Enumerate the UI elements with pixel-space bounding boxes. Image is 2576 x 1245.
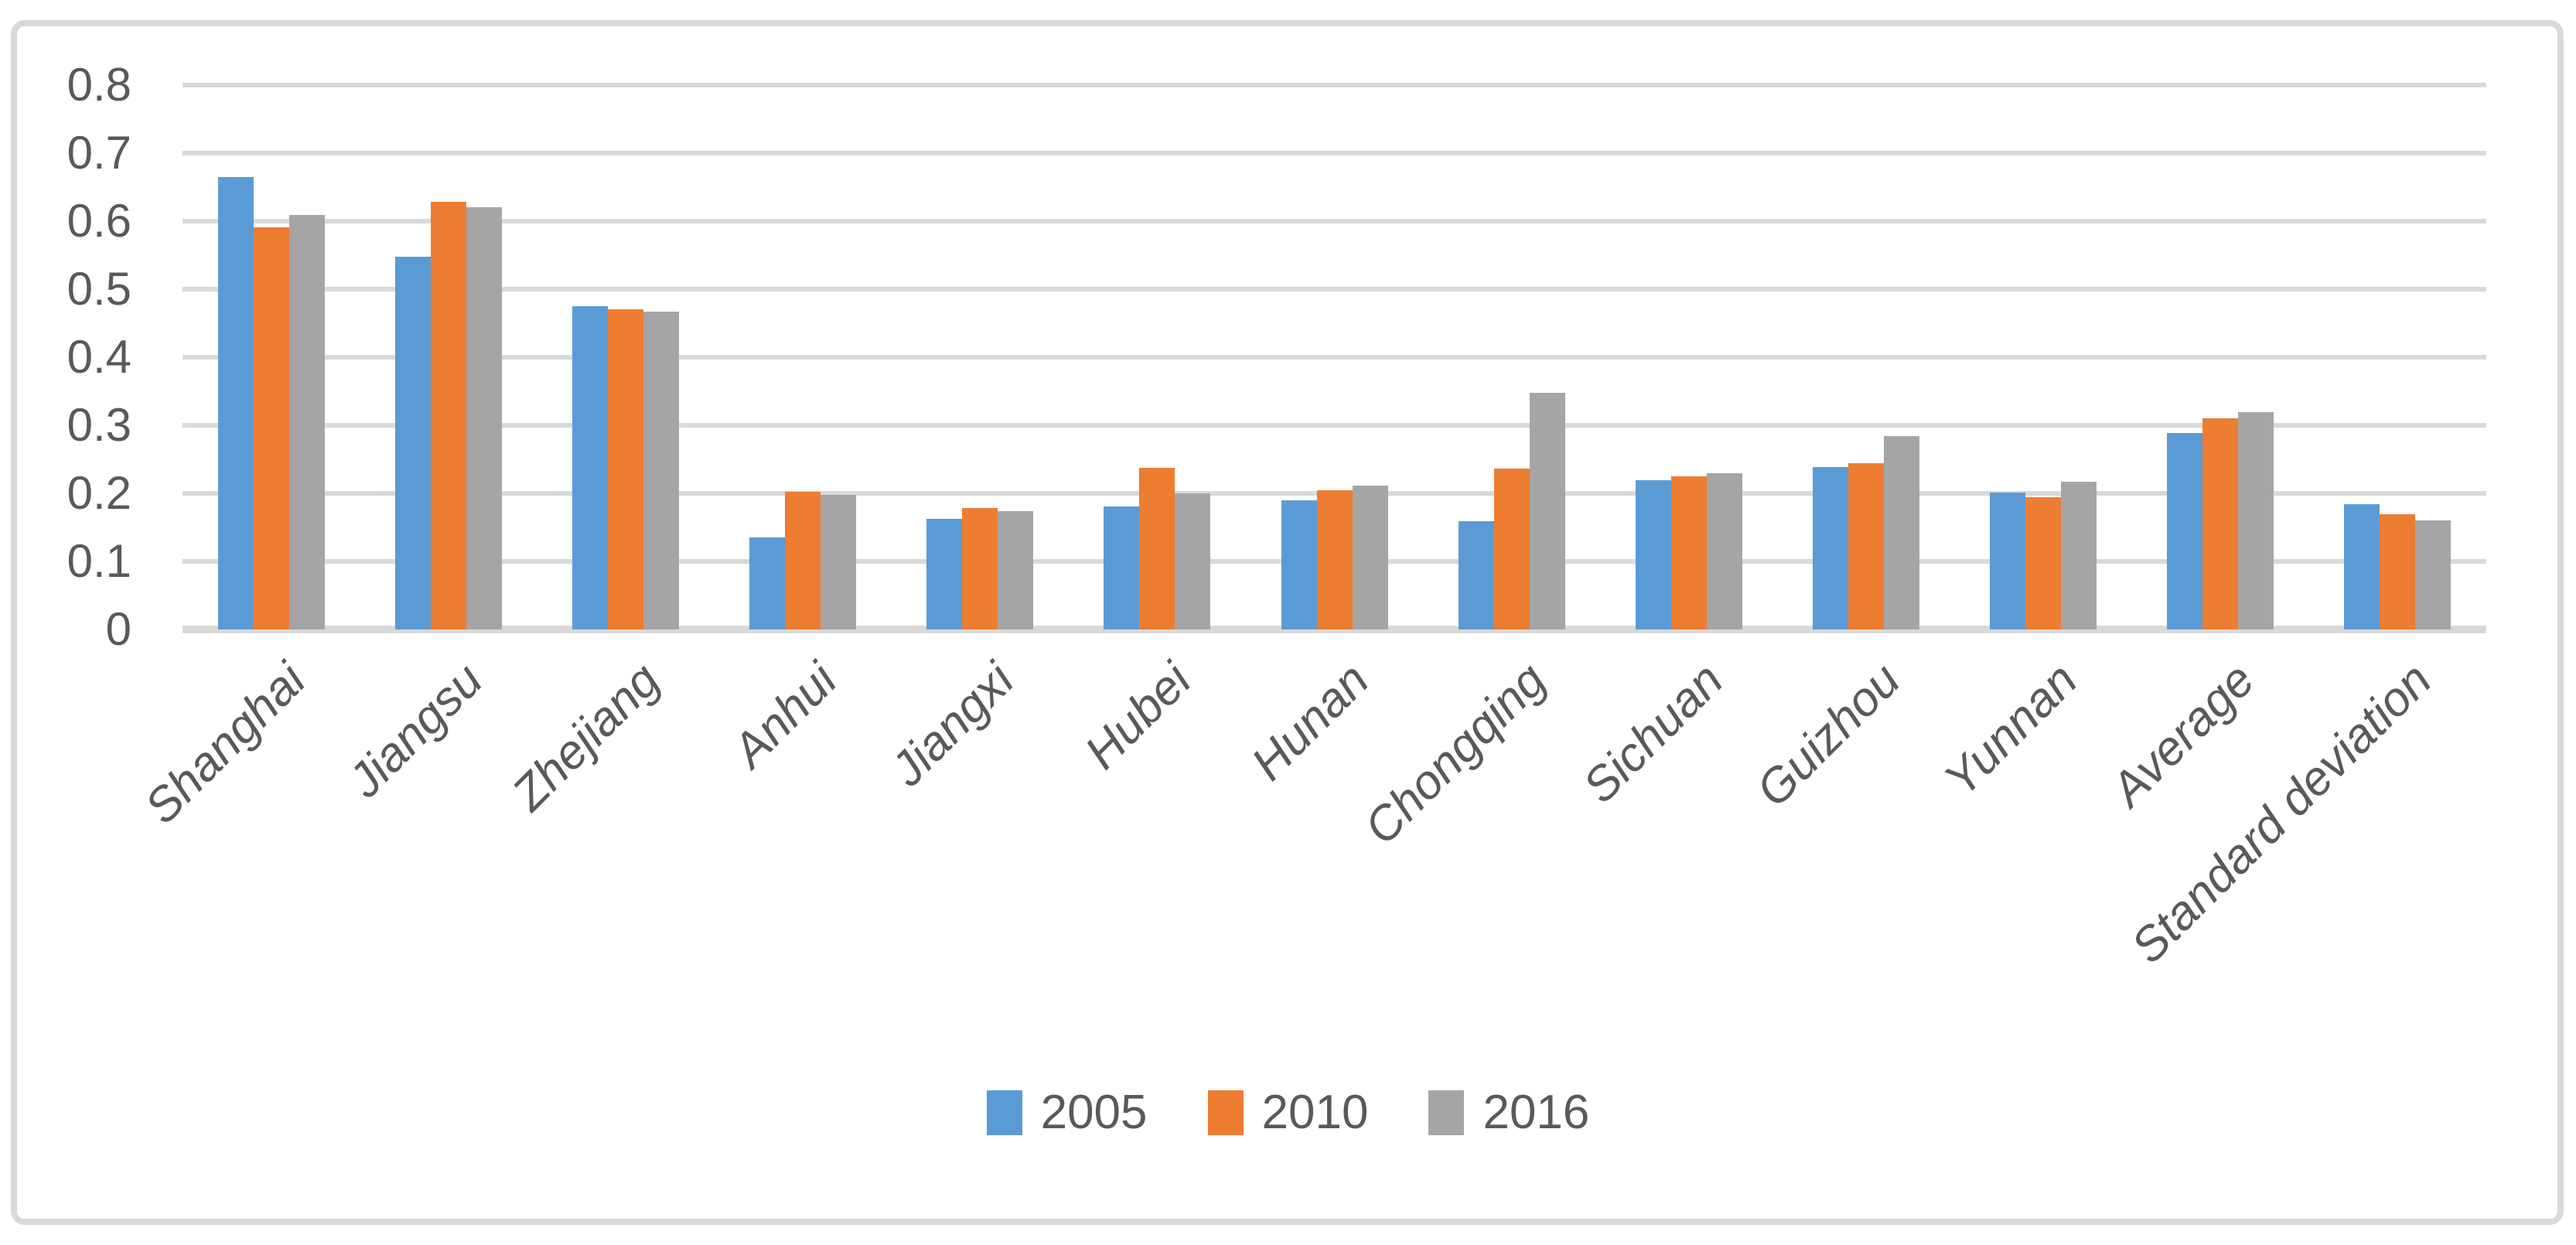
bar-2010-jiangxi [962, 508, 998, 629]
y-tick-label: 0.2 [67, 467, 131, 519]
bar-2010-guizhou [1848, 463, 1884, 629]
bar-2005-jiangxi [926, 519, 963, 629]
bar-2010-hubei [1139, 467, 1175, 629]
y-tick-label: 0.1 [67, 535, 131, 587]
y-tick-label: 0.4 [67, 331, 131, 383]
y-tick-label: 0.5 [67, 263, 131, 315]
legend-label: 2005 [1040, 1086, 1148, 1139]
gridline [183, 219, 2486, 223]
gridline [183, 287, 2486, 292]
gridline [183, 151, 2486, 155]
bar-2010-shanghai [253, 227, 289, 629]
y-tick-label: 0.8 [67, 59, 131, 111]
bar-2005-chongqing [1458, 521, 1494, 629]
bar-2016-zhejiang [643, 312, 679, 629]
legend-item-2010: 2010 [1207, 1086, 1369, 1139]
gridline [183, 423, 2486, 428]
y-tick-label: 0.3 [67, 399, 131, 451]
bar-2010-average [2202, 418, 2239, 629]
bar-2005-sichuan [1635, 480, 1671, 629]
gridline [183, 83, 2486, 87]
gridline [183, 355, 2486, 360]
bar-2005-anhui [749, 537, 786, 629]
bar-2016-anhui [821, 494, 857, 629]
bar-2010-anhui [785, 492, 821, 629]
legend-item-2016: 2016 [1428, 1089, 1589, 1137]
bar-2010-sichuan [1670, 476, 1707, 629]
bar-2005-guizhou [1812, 466, 1848, 629]
bar-2005-hunan [1281, 500, 1317, 629]
legend-label: 2010 [1261, 1086, 1369, 1139]
bar-2010-zhejiang [607, 309, 643, 629]
bar-2016-shanghai [288, 215, 325, 629]
bar-2010-standard-deviation [2380, 514, 2416, 629]
y-tick-label: 0.6 [67, 195, 131, 247]
bar-2016-sichuan [1706, 472, 1742, 629]
bar-2005-average [2167, 432, 2203, 629]
bar-2010-hunan [1316, 489, 1353, 629]
bar-2005-yunnan [1990, 493, 2026, 629]
x-axis-baseline [183, 626, 2486, 633]
y-tick-label: 0 [105, 603, 131, 655]
bar-2005-hubei [1104, 506, 1140, 629]
legend: 2005 2010 2016 [0, 1089, 2576, 1137]
legend-swatch-2010 [1207, 1090, 1244, 1135]
bar-2016-standard-deviation [2415, 520, 2451, 629]
y-tick-label: 0.7 [67, 127, 131, 179]
legend-swatch-2016 [1428, 1090, 1465, 1135]
bar-2016-yunnan [2061, 482, 2097, 629]
bar-2016-hunan [1352, 486, 1388, 629]
bar-2005-shanghai [217, 176, 254, 629]
legend-item-2005: 2005 [986, 1086, 1148, 1139]
bar-2005-standard-deviation [2344, 504, 2380, 629]
bar-2005-jiangsu [394, 256, 431, 629]
bar-2016-chongqing [1529, 392, 1565, 629]
legend-label: 2016 [1482, 1086, 1590, 1139]
bar-2016-jiangxi [998, 510, 1034, 629]
legend-swatch-2005 [986, 1090, 1022, 1135]
bar-2016-hubei [1175, 493, 1211, 629]
bar-2016-guizhou [1883, 436, 1919, 629]
bar-2010-yunnan [2025, 497, 2062, 629]
bar-2016-jiangsu [466, 207, 502, 629]
bar-2005-zhejiang [571, 306, 608, 629]
bar-2016-average [2238, 412, 2274, 629]
bar-2010-jiangsu [430, 202, 466, 629]
bar-2010-chongqing [1493, 469, 1530, 629]
